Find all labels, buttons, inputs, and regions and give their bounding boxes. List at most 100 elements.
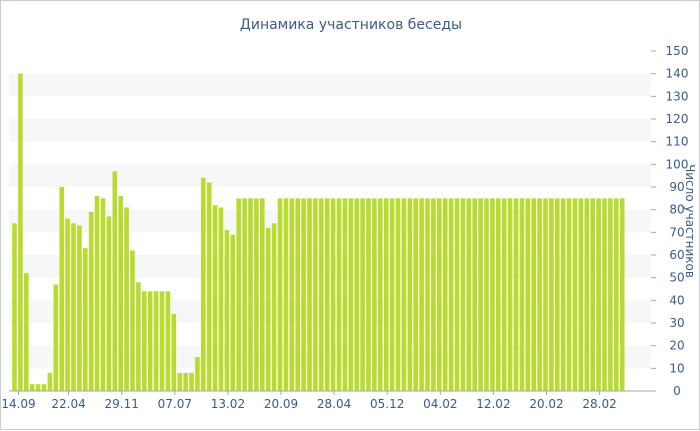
bar [260, 198, 265, 391]
bar [106, 216, 112, 391]
bar [448, 198, 454, 391]
bar [519, 198, 525, 391]
x-tick-label: 04.02 [423, 397, 457, 411]
x-tick-label: 14.09 [1, 397, 35, 411]
bar [614, 198, 619, 391]
bar [608, 198, 613, 391]
bar [130, 250, 135, 391]
y-tick-label: 10 [669, 361, 684, 375]
bar [525, 198, 531, 391]
bar [419, 198, 424, 391]
grid-band [9, 73, 651, 97]
bar [159, 291, 165, 391]
bar [112, 171, 118, 391]
bar [478, 198, 483, 391]
bar [472, 198, 477, 391]
y-tick-label: 130 [666, 89, 689, 103]
bar [619, 198, 625, 391]
bar [242, 198, 247, 391]
bar [454, 198, 460, 391]
y-tick-label: 90 [669, 180, 684, 194]
bar [501, 198, 507, 391]
bar [271, 223, 277, 391]
bar [100, 198, 106, 391]
bar [324, 198, 330, 391]
bar [254, 198, 259, 391]
bar [401, 198, 407, 391]
grid-band [9, 300, 651, 323]
bar [94, 196, 100, 391]
chart-title: Динамика участников беседы [240, 17, 462, 33]
grid-band [9, 119, 651, 142]
bar [531, 198, 536, 391]
bar [407, 198, 413, 391]
bar [366, 198, 371, 391]
bar [578, 198, 584, 391]
bar [319, 198, 324, 391]
bar [248, 198, 253, 391]
x-tick-label: 07.07 [158, 397, 192, 411]
grid-band [9, 255, 651, 278]
bar [537, 198, 542, 391]
bar [389, 198, 395, 391]
bar [490, 198, 495, 391]
bar [460, 198, 466, 391]
x-tick-label: 13.02 [211, 397, 245, 411]
bar [566, 198, 572, 391]
y-axis-ticks: 0 10 20 30 40 50 60 70 80 90 100 110 120 130 140 150 [651, 44, 688, 398]
grid-band [9, 345, 651, 369]
bar [265, 227, 271, 391]
bar [77, 225, 82, 391]
y-tick-label: 120 [666, 112, 689, 126]
x-tick-label: 29.11 [105, 397, 139, 411]
bar [171, 313, 177, 391]
bar [224, 230, 230, 391]
bar [572, 198, 578, 391]
bar [330, 198, 336, 391]
bar [142, 291, 147, 391]
x-axis-ticks: 14.09 22.04 29.11 07.07 13.02 20.09 28.04 05.12… [1, 391, 617, 411]
bar [336, 198, 342, 391]
bar [507, 198, 513, 391]
grid-bands [9, 73, 651, 369]
x-tick-label: 20.09 [264, 397, 298, 411]
bar [71, 223, 76, 391]
x-tick-label: 22.04 [51, 397, 85, 411]
x-tick-label: 28.02 [582, 397, 616, 411]
bar [602, 198, 607, 391]
bar [437, 198, 442, 391]
bar [206, 182, 212, 391]
y-tick-label: 140 [666, 67, 689, 81]
bar [313, 198, 318, 391]
grid-band [9, 209, 651, 233]
y-tick-label: 0 [673, 384, 681, 398]
bar [29, 384, 35, 391]
bar [124, 207, 129, 391]
bar [47, 372, 53, 391]
y-tick-label: 20 [669, 339, 684, 353]
bar [289, 198, 295, 391]
bar [236, 198, 241, 391]
bar [212, 205, 218, 391]
y-tick-label: 100 [666, 157, 689, 171]
bar [466, 198, 472, 391]
bar [277, 198, 283, 391]
bar [496, 198, 501, 391]
bars-group [12, 73, 625, 392]
y-tick-label: 30 [669, 316, 684, 330]
y-axis-label: Число участников [683, 164, 697, 278]
y-tick-label: 40 [669, 293, 684, 307]
bar [348, 198, 354, 391]
y-tick-label: 70 [669, 225, 684, 239]
y-tick-label: 60 [669, 248, 684, 262]
bar [342, 198, 348, 391]
bar [118, 196, 123, 391]
bar [425, 198, 430, 391]
x-tick-label: 12.02 [476, 397, 510, 411]
bar [295, 198, 300, 391]
bar [442, 198, 448, 391]
bar [218, 207, 224, 391]
x-tick-label: 20.02 [529, 397, 563, 411]
